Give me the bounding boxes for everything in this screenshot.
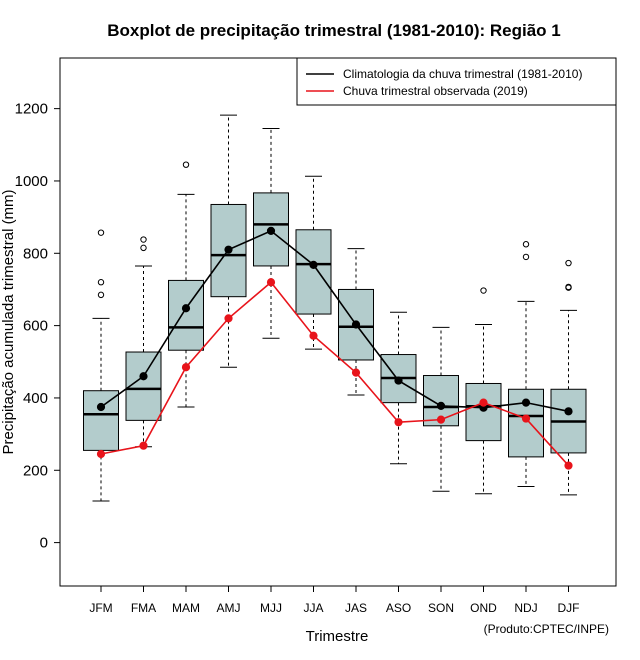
x-tick-label: AMJ bbox=[217, 601, 241, 615]
box-ond bbox=[465, 287, 502, 495]
series-point-climatology bbox=[521, 398, 531, 407]
box-jja bbox=[295, 175, 332, 350]
outlier-point bbox=[97, 291, 105, 299]
series-point-observed bbox=[394, 418, 403, 427]
series-point-climatology bbox=[139, 372, 148, 381]
x-tick-label: OND bbox=[470, 601, 497, 615]
series-point-observed bbox=[351, 368, 361, 377]
series-point-climatology bbox=[351, 320, 361, 329]
box-jfm bbox=[83, 229, 119, 502]
y-tick-label: 1200 bbox=[15, 101, 48, 118]
series-point-observed bbox=[564, 461, 573, 470]
series-point-climatology bbox=[394, 376, 403, 385]
legend-label-climatology: Climatologia da chuva trimestral (1981-2… bbox=[343, 67, 582, 81]
y-tick-label: 1000 bbox=[15, 173, 48, 190]
series-point-observed bbox=[521, 414, 531, 423]
iqr-box bbox=[210, 203, 247, 298]
iqr-box bbox=[465, 382, 502, 442]
outlier-point bbox=[522, 241, 530, 248]
series-point-observed bbox=[436, 415, 446, 424]
x-axis-label: Trimestre bbox=[306, 628, 369, 645]
y-tick-label: 0 bbox=[40, 535, 48, 552]
legend-label-observed: Chuva trimestral observada (2019) bbox=[343, 84, 528, 98]
plot-area: 0 200 400 600 800 1000 1200 JFM FMA MAM AMJ MJJ JJA… bbox=[15, 57, 617, 615]
outlier-point bbox=[522, 253, 530, 261]
outlier-point bbox=[140, 244, 147, 252]
box-amj bbox=[210, 114, 247, 368]
series-point-observed bbox=[139, 441, 148, 450]
series-line-climatology bbox=[100, 229, 569, 413]
series-point-observed bbox=[309, 331, 318, 340]
series-point-climatology bbox=[96, 402, 106, 412]
series-point-climatology bbox=[181, 304, 191, 313]
x-tick-label: JFM bbox=[89, 601, 112, 615]
x-tick-label: JAS bbox=[345, 601, 367, 615]
series-point-observed bbox=[479, 398, 488, 407]
x-tick-label: NDJ bbox=[514, 601, 537, 615]
series-point-observed bbox=[96, 449, 106, 459]
x-tick-label: ASO bbox=[386, 601, 411, 615]
box-djf bbox=[550, 259, 587, 496]
outlier-point bbox=[97, 279, 105, 286]
x-tick-label: MAM bbox=[172, 601, 200, 615]
series-point-observed bbox=[266, 278, 276, 287]
outlier-point bbox=[97, 229, 105, 236]
outlier-point bbox=[182, 161, 190, 168]
legend-box bbox=[296, 57, 617, 106]
series-point-climatology bbox=[564, 407, 573, 416]
y-axis-label: Precipitação acumulada trimestral (mm) bbox=[0, 189, 17, 454]
chart-title: Boxplot de precipitação trimestral (1981… bbox=[107, 21, 561, 40]
box-fma bbox=[125, 236, 162, 448]
outlier-point bbox=[480, 287, 487, 294]
y-tick-label: 600 bbox=[23, 318, 48, 335]
series-point-observed bbox=[224, 314, 233, 323]
series-lines bbox=[96, 226, 573, 470]
outlier-point bbox=[140, 236, 147, 243]
series-point-climatology bbox=[224, 245, 233, 254]
iqr-box bbox=[125, 351, 162, 421]
series-line-observed bbox=[100, 281, 570, 467]
outlier-point bbox=[565, 259, 572, 267]
iqr-box bbox=[295, 229, 332, 315]
y-tick-label: 800 bbox=[23, 245, 48, 262]
x-tick-label: FMA bbox=[131, 601, 156, 615]
y-tick-label: 200 bbox=[23, 462, 48, 479]
y-tick-label: 400 bbox=[23, 390, 48, 407]
x-tick-label: MJJ bbox=[260, 601, 282, 615]
series-point-observed bbox=[181, 363, 191, 372]
series-point-climatology bbox=[309, 260, 318, 269]
credit-text: (Produto:CPTEC/INPE) bbox=[484, 622, 609, 636]
x-tick-label: DJF bbox=[558, 601, 580, 615]
outlier-point bbox=[565, 283, 572, 291]
x-tick-label: SON bbox=[428, 601, 454, 615]
series-point-climatology bbox=[436, 401, 446, 411]
legend: Climatologia da chuva trimestral (1981-2… bbox=[296, 57, 617, 106]
x-tick-label: JJA bbox=[303, 601, 323, 615]
series-point-climatology bbox=[266, 226, 276, 235]
iqr-box bbox=[83, 390, 119, 451]
